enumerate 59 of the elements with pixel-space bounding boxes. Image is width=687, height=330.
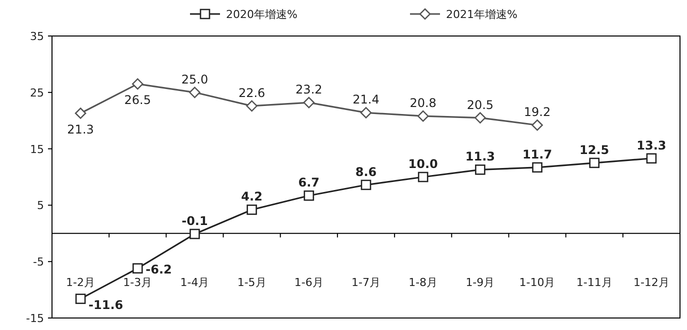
y-tick-label: -5 [33, 256, 44, 269]
legend-label: 2021年增速% [446, 8, 518, 21]
data-label: 20.8 [410, 96, 436, 110]
data-label: 25.0 [181, 72, 208, 86]
point [75, 294, 86, 304]
data-label: 12.5 [580, 142, 610, 157]
x-tick-label: 1-9月 [466, 276, 495, 289]
point [532, 162, 542, 173]
x-tick-label: 1-7月 [352, 276, 380, 289]
point [190, 228, 200, 240]
y-tick-label: 25 [30, 86, 44, 100]
point [132, 263, 143, 274]
x-tick-label: 1-10月 [519, 276, 556, 289]
data-label: 22.6 [238, 86, 266, 100]
point [474, 112, 486, 124]
x-tick-label: 1-12月 [633, 276, 670, 289]
data-label: 11.3 [465, 150, 495, 164]
point [532, 119, 543, 131]
data-label: 23.2 [296, 82, 322, 97]
y-tick-label: 35 [30, 30, 44, 43]
point [303, 96, 315, 108]
data-label: 13.3 [636, 138, 666, 152]
data-label: 4.2 [241, 190, 262, 204]
data-label: 19.2 [524, 105, 551, 120]
data-label: 6.7 [298, 176, 320, 190]
point [418, 172, 428, 182]
point [589, 158, 600, 168]
data-label: 8.6 [355, 164, 377, 179]
point [304, 190, 314, 201]
data-label: 11.7 [522, 147, 552, 162]
point [360, 180, 372, 190]
data-label: -0.1 [182, 214, 208, 228]
data-label: 26.5 [124, 92, 151, 107]
point [360, 107, 372, 118]
point [246, 100, 258, 112]
point [246, 204, 257, 215]
x-tick-label: 1-6月 [294, 276, 324, 289]
x-tick-label: 1-2月 [66, 276, 96, 289]
data-label: 21.3 [67, 122, 94, 136]
legend-label: 2020年增速% [226, 8, 298, 21]
x-tick-label: 1-8月 [408, 276, 438, 289]
data-label: 10.0 [408, 157, 438, 171]
point [417, 110, 429, 122]
x-tick-label: 1-4月 [180, 276, 210, 289]
y-tick-label: -15 [26, 312, 44, 325]
x-tick-label: 1-5月 [237, 276, 266, 289]
x-tick-label: 1-3月 [123, 276, 152, 289]
point [646, 153, 657, 164]
data-label: -11.6 [88, 298, 124, 312]
point [74, 108, 86, 119]
data-label: 20.5 [466, 98, 494, 112]
data-label: -6.2 [146, 262, 172, 276]
point [189, 86, 200, 98]
x-tick-label: 1-11月 [576, 276, 612, 289]
data-label: 21.4 [352, 92, 380, 107]
y-tick-label: 5 [37, 199, 44, 212]
point [132, 78, 144, 90]
point [475, 164, 486, 175]
y-tick-label: 15 [30, 142, 44, 156]
